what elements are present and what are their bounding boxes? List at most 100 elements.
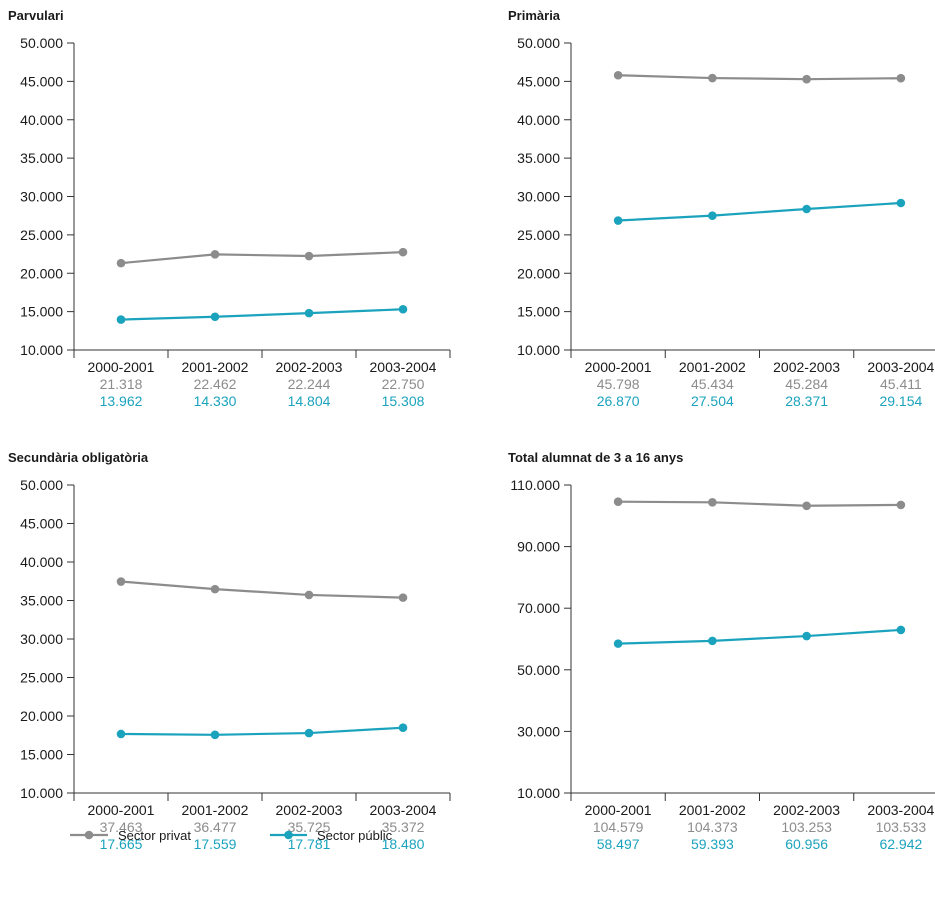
x-category-label: 2003-2004 (370, 802, 437, 818)
x-category-label: 2000-2001 (585, 802, 652, 818)
public-value-label: 18.480 (382, 836, 425, 852)
y-tick-label: 45.000 (20, 73, 63, 89)
data-point-private (210, 584, 220, 594)
data-point-private (398, 593, 408, 602)
data-point-private (708, 73, 717, 83)
x-category-label: 2003-2004 (867, 359, 934, 375)
y-tick-label: 10.000 (20, 785, 63, 801)
data-point-private (304, 590, 314, 600)
public-value-label: 26.870 (597, 393, 640, 409)
public-value-label: 28.371 (785, 393, 828, 409)
y-tick-label: 50.000 (20, 477, 63, 493)
data-point-public (210, 312, 220, 322)
private-value-label: 45.284 (785, 376, 828, 392)
public-value-label: 13.962 (100, 393, 143, 409)
y-tick-label: 50.000 (517, 662, 560, 678)
y-tick-label: 15.000 (20, 747, 63, 763)
private-value-label: 103.533 (876, 819, 927, 835)
y-tick-label: 30.000 (20, 189, 63, 205)
y-tick-label: 10.000 (517, 342, 560, 358)
chart-title: Secundària obligatòria (8, 450, 149, 465)
y-tick-label: 50.000 (20, 35, 63, 51)
data-point-public (896, 198, 906, 208)
data-point-public (304, 728, 314, 738)
series-line-private (120, 251, 404, 265)
private-value-label: 22.244 (288, 376, 331, 392)
y-tick-label: 30.000 (517, 723, 560, 739)
y-tick-label: 40.000 (517, 112, 560, 128)
data-point-public (304, 308, 314, 318)
data-point-public (613, 216, 623, 225)
data-point-public (896, 625, 906, 635)
x-category-label: 2000-2001 (88, 802, 155, 818)
public-value-label: 14.330 (194, 393, 237, 409)
data-point-public (802, 204, 811, 214)
public-value-label: 60.956 (785, 836, 828, 852)
private-value-label: 103.253 (781, 819, 832, 835)
y-tick-label: 35.000 (20, 150, 63, 166)
private-value-label: 35.725 (288, 819, 331, 835)
chart-panel-4: Total alumnat de 3 a 16 anys 110.000 90.00… (508, 450, 935, 852)
data-point-private (116, 577, 126, 586)
private-value-label: 104.579 (593, 819, 644, 835)
private-value-label: 45.434 (691, 376, 734, 392)
data-point-private (304, 251, 314, 261)
x-category-label: 2002-2003 (276, 802, 343, 818)
x-category-label: 2001-2002 (679, 802, 746, 818)
data-point-private (398, 247, 408, 257)
y-tick-label: 20.000 (20, 708, 63, 724)
y-tick-label: 25.000 (20, 227, 63, 243)
private-value-label: 35.372 (382, 819, 425, 835)
public-value-label: 17.665 (100, 836, 143, 852)
y-tick-label: 20.000 (517, 265, 560, 281)
y-tick-label: 15.000 (20, 304, 63, 320)
x-category-label: 2000-2001 (88, 359, 155, 375)
x-category-label: 2000-2001 (585, 359, 652, 375)
public-value-label: 17.781 (288, 836, 331, 852)
y-tick-label: 90.000 (517, 539, 560, 555)
private-value-label: 45.411 (880, 376, 922, 392)
data-point-public (708, 636, 717, 646)
data-point-private (896, 500, 906, 510)
data-point-public (802, 631, 811, 641)
series-line-private (618, 74, 901, 81)
chart-panel-1: Parvulari 50.000 45.000 40.000 35.000 30.000 2… (8, 8, 451, 409)
data-point-public (116, 315, 126, 324)
legend: Sector privat Sector públic (70, 828, 393, 843)
y-tick-label: 10.000 (517, 785, 560, 801)
private-value-label: 37.463 (100, 819, 143, 835)
data-point-private (613, 70, 623, 80)
legend-label: Sector privat (118, 828, 191, 843)
public-value-label: 62.942 (879, 836, 922, 852)
y-tick-label: 40.000 (20, 554, 63, 570)
chart-panel-3: Secundària obligatòria 50.000 45.000 40.000… (8, 450, 451, 852)
data-point-private (708, 498, 717, 507)
public-value-label: 58.497 (597, 836, 640, 852)
legend-marker-icon (84, 830, 94, 840)
legend-label: Sector públic (317, 828, 393, 843)
data-point-public (398, 304, 408, 314)
public-value-label: 59.393 (691, 836, 734, 852)
public-value-label: 29.154 (879, 393, 922, 409)
private-value-label: 45.798 (597, 376, 640, 392)
y-tick-label: 15.000 (517, 304, 560, 320)
series-line-public (618, 201, 901, 222)
data-point-public (708, 211, 717, 220)
data-point-private (613, 497, 623, 506)
y-tick-label: 45.000 (20, 516, 63, 532)
x-category-label: 2001-2002 (182, 802, 249, 818)
private-value-label: 36.477 (194, 819, 237, 835)
y-tick-label: 10.000 (20, 342, 63, 358)
y-tick-label: 20.000 (20, 265, 63, 281)
y-tick-label: 35.000 (20, 593, 63, 609)
public-value-label: 15.308 (382, 393, 425, 409)
y-tick-label: 30.000 (20, 631, 63, 647)
chart-title: Total alumnat de 3 a 16 anys (508, 450, 683, 465)
data-point-private (116, 258, 126, 268)
chart-title: Parvulari (8, 8, 64, 23)
legend-item-public: Sector públic (270, 828, 393, 843)
y-tick-label: 35.000 (517, 150, 560, 166)
data-point-public (210, 730, 220, 740)
series-line-public (120, 308, 404, 321)
public-value-label: 27.504 (691, 393, 734, 409)
